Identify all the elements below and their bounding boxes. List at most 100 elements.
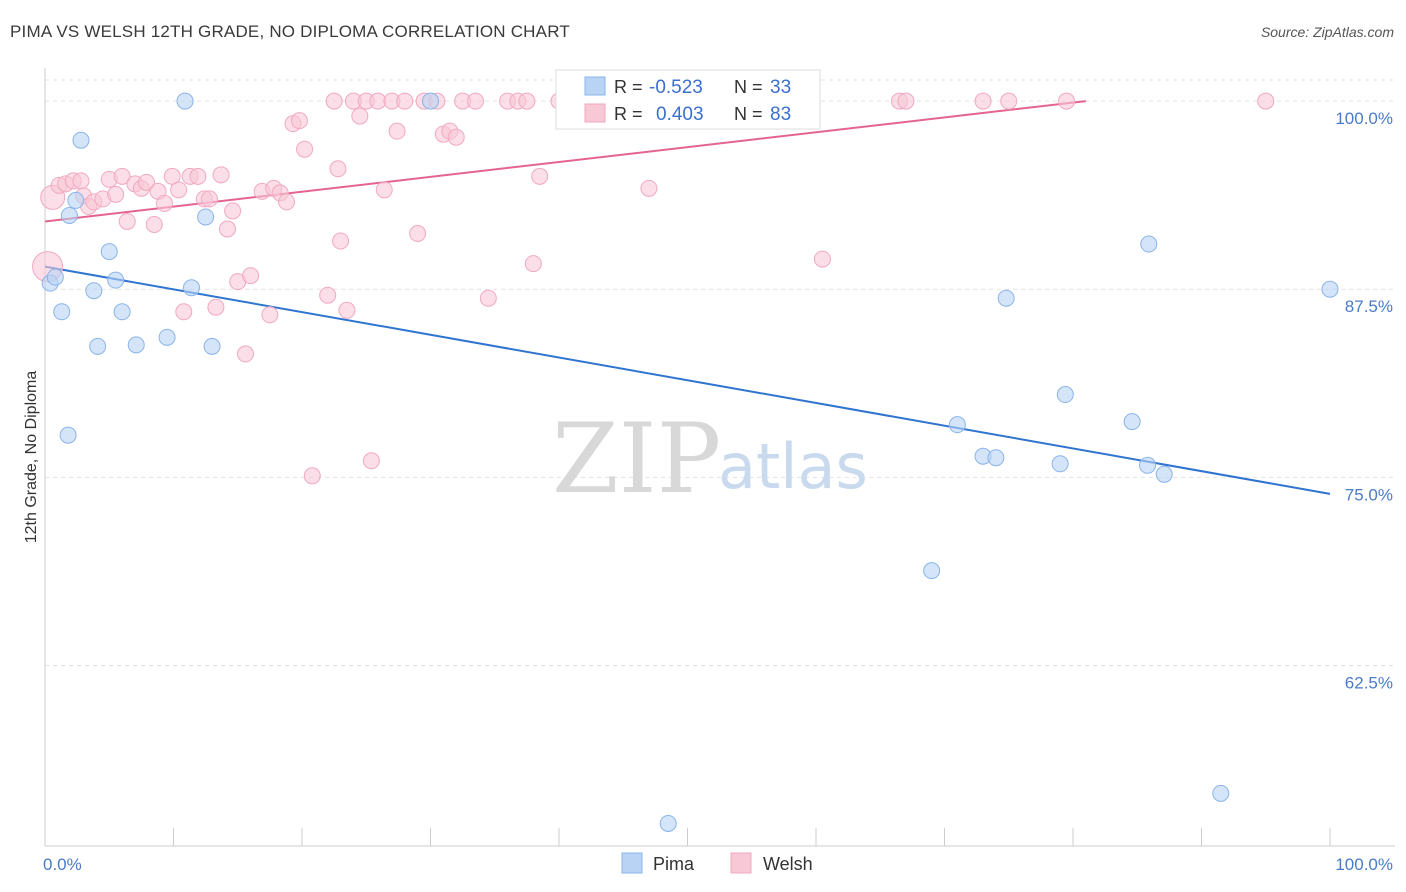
x-tick-label: 100.0% (1335, 855, 1393, 874)
welsh-point (278, 193, 296, 211)
welsh-trend-line (44, 100, 1086, 223)
pima-point (127, 336, 145, 354)
welsh-point (396, 92, 414, 110)
y-tick-label: 62.5% (1345, 673, 1393, 692)
welsh-point (242, 267, 260, 285)
welsh-point (447, 128, 465, 146)
watermark-atlas: atlas (718, 430, 868, 503)
pima-point (107, 271, 125, 289)
welsh-point (388, 122, 406, 140)
pima-point (176, 92, 194, 110)
y-tick-labels: 100.0% 87.5% 75.0% 62.5% (1335, 109, 1393, 692)
welsh-point (409, 225, 427, 243)
stats-welsh-n-value: 83 (770, 104, 791, 125)
welsh-point (224, 202, 242, 220)
welsh-point (200, 190, 218, 208)
pima-point (1321, 280, 1339, 298)
welsh-point (375, 181, 393, 199)
pima-point (72, 131, 90, 149)
welsh-point (145, 215, 163, 233)
welsh-point (189, 167, 207, 185)
watermark-zip: ZIP (552, 403, 721, 515)
welsh-point (138, 173, 156, 191)
welsh-point (1257, 92, 1275, 110)
pima-point (1140, 235, 1158, 253)
x-tick-label: 0.0% (43, 855, 82, 874)
pima-point (1212, 784, 1230, 802)
welsh-point (338, 301, 356, 319)
y-tick-label: 75.0% (1345, 485, 1393, 504)
welsh-point (640, 179, 658, 197)
watermark: ZIP atlas (552, 403, 868, 515)
pima-point (1051, 455, 1069, 473)
pima-point (67, 191, 85, 209)
welsh-point (332, 232, 350, 250)
welsh-point (319, 286, 337, 304)
welsh-point (351, 107, 369, 125)
stats-legend-pima-swatch (584, 76, 606, 96)
stats-welsh-r-value: 0.403 (656, 104, 704, 125)
stats-legend-welsh-swatch (584, 103, 606, 123)
pima-point (203, 337, 221, 355)
legend-welsh-label[interactable]: Welsh (763, 854, 813, 874)
stats-welsh-n-label: N = (734, 104, 763, 124)
welsh-point (303, 467, 321, 485)
welsh-point (212, 166, 230, 184)
welsh-point (113, 167, 131, 185)
welsh-point (524, 255, 542, 273)
welsh-point (218, 220, 236, 238)
welsh-point (1058, 92, 1076, 110)
legend-pima-label[interactable]: Pima (653, 854, 695, 874)
welsh-point (325, 92, 343, 110)
pima-point (1123, 413, 1141, 431)
welsh-point (531, 167, 549, 185)
y-axis-label: 12th Grade, No Diploma (23, 371, 40, 544)
welsh-point (974, 92, 992, 110)
data-points (32, 92, 1339, 832)
stats-pima-r-value: -0.523 (649, 77, 703, 98)
pima-point (85, 282, 103, 300)
welsh-point (369, 92, 387, 110)
welsh-point (362, 452, 380, 470)
stats-pima-r-label: R = (614, 77, 643, 97)
pima-point (1155, 465, 1173, 483)
pima-point (197, 208, 215, 226)
stats-welsh-r-label: R = (614, 104, 643, 124)
welsh-point (72, 172, 90, 190)
chart-title: PIMA VS WELSH 12TH GRADE, NO DIPLOMA COR… (10, 22, 570, 41)
welsh-point (207, 298, 225, 316)
pima-point (987, 449, 1005, 467)
pima-point (659, 814, 677, 832)
pima-point (89, 337, 107, 355)
pima-point (923, 562, 941, 580)
welsh-point (175, 303, 193, 321)
pima-point (1056, 386, 1074, 404)
welsh-point (479, 289, 497, 307)
pima-trend-line (44, 265, 1331, 495)
pima-point (182, 279, 200, 297)
welsh-point (1000, 92, 1018, 110)
welsh-point (170, 181, 188, 199)
welsh-point (236, 345, 254, 363)
source-credit: Source: ZipAtlas.com (1260, 24, 1394, 40)
y-tick-label: 87.5% (1345, 297, 1393, 316)
stats-pima-n-label: N = (734, 77, 763, 97)
welsh-point (118, 212, 136, 230)
welsh-point (329, 160, 347, 178)
pima-point (60, 206, 78, 224)
welsh-point (466, 92, 484, 110)
pima-point (997, 289, 1015, 307)
welsh-point (518, 92, 536, 110)
welsh-point (813, 250, 831, 268)
welsh-point (290, 112, 308, 130)
y-tick-label: 100.0% (1335, 109, 1393, 128)
legend-welsh-swatch[interactable] (730, 852, 752, 874)
welsh-point (261, 306, 279, 324)
pima-point (422, 92, 439, 110)
legend-pima-swatch[interactable] (621, 852, 643, 874)
welsh-point (107, 185, 125, 203)
pima-point (948, 416, 966, 434)
pima-point (1139, 456, 1157, 474)
pima-point (59, 426, 77, 444)
